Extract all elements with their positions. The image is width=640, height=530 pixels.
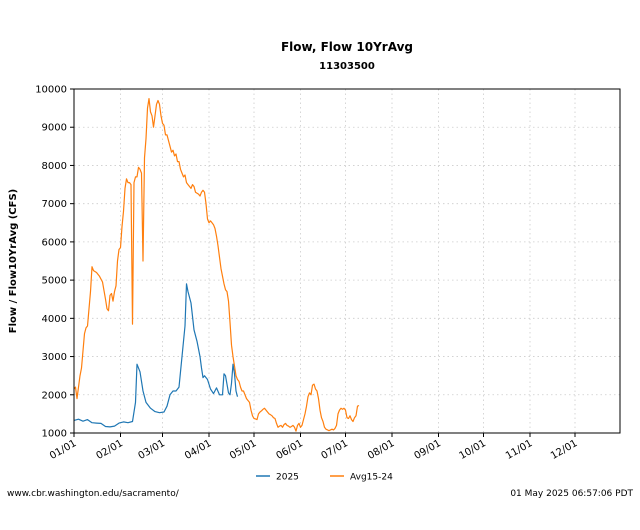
y-tick-label: 8000 <box>42 161 67 172</box>
y-tick-label: 5000 <box>42 276 67 287</box>
y-tick-label: 3000 <box>42 352 67 363</box>
y-tick-label: 7000 <box>42 199 67 210</box>
timestamp: 01 May 2025 06:57:06 PDT <box>510 489 633 499</box>
plot-frame <box>73 88 621 434</box>
x-tick-label: 02/01 <box>95 438 125 462</box>
grid-lines <box>74 89 620 433</box>
x-tick-label: 07/01 <box>320 438 350 462</box>
x-axis: 01/01 02/01 03/01 04/01 05/01 06/01 07/01 08/01… <box>48 433 580 462</box>
y-tick-label: 1000 <box>42 429 67 440</box>
x-tick-label: 04/01 <box>183 438 213 462</box>
legend-label: 2025 <box>276 473 299 483</box>
y-tick-label: 10000 <box>35 85 67 96</box>
chart-subtitle: 11303500 <box>319 61 375 72</box>
legend-label: Avg15-24 <box>350 473 393 483</box>
series-layer <box>73 97 360 432</box>
y-tick-label: 6000 <box>42 237 67 248</box>
y-axis-label: Flow / Flow10YrAvg (CFS) <box>8 189 19 334</box>
legend: 2025 Avg15-24 <box>256 473 393 483</box>
x-tick-label: 12/01 <box>549 438 579 462</box>
x-tick-label: 03/01 <box>137 438 167 462</box>
x-tick-label: 01/01 <box>48 438 78 462</box>
x-tick-label: 08/01 <box>366 438 396 462</box>
y-tick-label: 4000 <box>42 314 67 325</box>
x-tick-label: 06/01 <box>275 438 305 462</box>
x-tick-label: 09/01 <box>413 438 443 462</box>
x-tick-label: 11/01 <box>504 438 534 462</box>
series-line-avg15-24 <box>73 97 360 432</box>
y-tick-label: 2000 <box>42 390 67 401</box>
chart-title: Flow, Flow 10YrAvg <box>281 40 413 54</box>
source-url: www.cbr.washington.edu/sacramento/ <box>7 489 179 499</box>
y-axis: 1000 2000 3000 4000 5000 6000 7000 8000 9000 1000… <box>35 85 74 440</box>
y-tick-label: 9000 <box>42 123 67 134</box>
x-tick-label: 05/01 <box>228 438 258 462</box>
x-tick-label: 10/01 <box>458 438 488 462</box>
series-line-2025 <box>73 283 239 428</box>
